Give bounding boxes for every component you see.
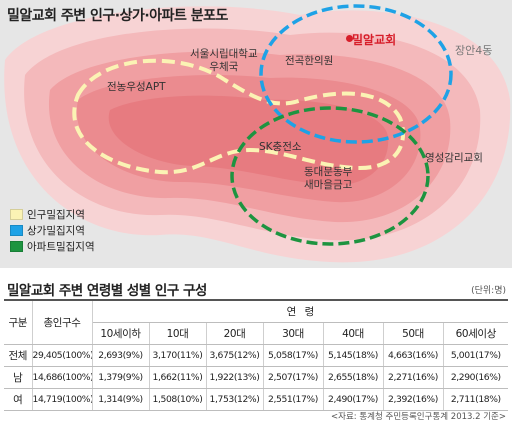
cell: 2,490(17%)	[323, 388, 384, 411]
header-age: 20대	[206, 322, 264, 345]
cell: 3,170(11%)	[149, 344, 207, 367]
distribution-map: 밀알교회 주변 인구·상가·아파트 분포도 밀알교회 장안4동 서울시립대학교 …	[0, 0, 512, 268]
cell: 1,314(9%)	[92, 388, 150, 411]
cell-total: 14,719(100%)	[32, 388, 93, 411]
cell: 2,655(18%)	[323, 366, 384, 389]
place-label-sk: SK충전소	[259, 141, 302, 153]
table-subheader-row: 10세이하 10대 20대 30대 40대 50대 60세이상	[4, 322, 509, 345]
row-label: 남	[4, 366, 33, 389]
table-title: 밀알교회 주변 연령별 성별 인구 구성	[7, 283, 207, 299]
cell: 2,551(17%)	[263, 388, 324, 411]
church-location-marker	[346, 35, 353, 42]
legend-swatch	[10, 240, 23, 252]
table-row: 여 14,719(100%) 1,314(9%) 1,508(10%) 1,75…	[4, 388, 509, 411]
cell: 1,662(11%)	[149, 366, 207, 389]
legend-swatch	[10, 208, 23, 220]
place-label-line: 서울시립대학교	[190, 48, 258, 60]
cell: 5,145(18%)	[323, 344, 384, 367]
header-age: 10대	[149, 322, 207, 345]
legend-swatch	[10, 224, 23, 236]
cell: 1,508(10%)	[149, 388, 207, 411]
cell-total: 29,405(100%)	[32, 344, 93, 367]
table-row: 전체 29,405(100%) 2,693(9%) 3,170(11%) 3,6…	[4, 344, 509, 367]
place-label-yeongseong: 영성감리교회	[425, 152, 483, 164]
density-map-graphic	[4, 4, 511, 263]
header-total: 총인구수	[32, 299, 93, 345]
legend-item-apartment: 아파트밀집지역	[10, 239, 95, 253]
place-label-dongdaemun: 동대문동부 새마을금고	[304, 166, 352, 192]
cell: 1,379(9%)	[92, 366, 150, 389]
cell: 1,922(13%)	[206, 366, 264, 389]
church-label: 밀알교회	[352, 33, 397, 47]
header-age: 30대	[263, 322, 324, 345]
legend-item-population: 인구밀집지역	[10, 207, 95, 221]
legend-label: 아파트밀집지역	[27, 240, 95, 253]
legend-item-commercial: 상가밀집지역	[10, 223, 95, 237]
cell: 1,753(12%)	[206, 388, 264, 411]
cell: 2,507(17%)	[263, 366, 324, 389]
place-label-line: 우체국	[209, 61, 239, 73]
source-note: <자료: 통계청 주민등록인구통계 2013.2 기준>	[331, 412, 506, 422]
cell: 2,271(16%)	[383, 366, 444, 389]
header-age: 50대	[383, 322, 444, 345]
header-age: 40대	[323, 322, 384, 345]
table-header-row: 구분 총인구수 연 령	[4, 299, 509, 345]
cell: 2,693(9%)	[92, 344, 150, 367]
unit-note: (단위:명)	[471, 286, 506, 296]
row-label: 전체	[4, 344, 33, 367]
apartment-density-outline	[230, 106, 430, 246]
commercial-density-outline	[259, 4, 453, 144]
cell: 2,711(18%)	[443, 388, 509, 411]
place-label-seoul-univ: 서울시립대학교 우체국	[190, 48, 258, 74]
header-age: 60세이상	[443, 322, 509, 345]
cell-total: 14,686(100%)	[32, 366, 93, 389]
place-label-line: 동대문동부	[304, 166, 353, 178]
population-density-outline	[72, 58, 406, 175]
cell: 5,001(17%)	[443, 344, 509, 367]
cell: 4,663(16%)	[383, 344, 444, 367]
header-age-group: 연 령	[92, 299, 509, 323]
population-table: 구분 총인구수 연 령 10세이하 10대 20대 30대 40대 50대 60…	[4, 299, 509, 411]
place-label-line: 새마을금고	[304, 179, 353, 191]
dong-label: 장안4동	[455, 44, 493, 57]
legend-label: 상가밀집지역	[27, 224, 85, 237]
cell: 2,392(16%)	[383, 388, 444, 411]
place-label-jeonnong: 전농우성APT	[107, 81, 166, 93]
map-title: 밀알교회 주변 인구·상가·아파트 분포도	[7, 8, 228, 24]
legend-label: 인구밀집지역	[27, 208, 85, 221]
header-age: 10세이하	[92, 322, 150, 345]
table-row: 남 14,686(100%) 1,379(9%) 1,662(11%) 1,92…	[4, 366, 509, 389]
cell: 2,290(16%)	[443, 366, 509, 389]
header-gubun: 구분	[4, 299, 33, 345]
cell: 3,675(12%)	[206, 344, 264, 367]
row-label: 여	[4, 388, 33, 411]
map-legend: 인구밀집지역 상가밀집지역 아파트밀집지역	[10, 207, 95, 255]
cell: 5,058(17%)	[263, 344, 324, 367]
place-label-jeongok: 전곡한의원	[285, 55, 334, 67]
